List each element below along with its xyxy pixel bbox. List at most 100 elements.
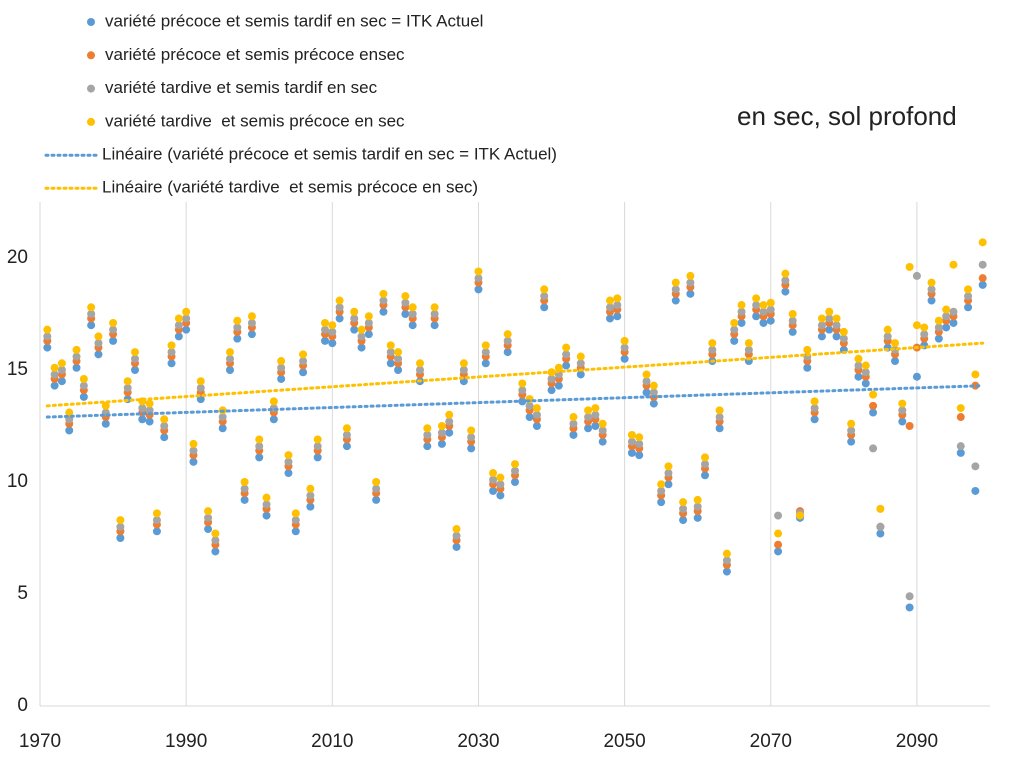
point bbox=[606, 296, 614, 305]
point bbox=[825, 325, 834, 334]
point bbox=[233, 316, 242, 325]
point bbox=[766, 298, 775, 307]
x-tick-label: 2030 bbox=[457, 731, 499, 752]
point bbox=[72, 352, 81, 361]
legend-label: variété précoce et semis précoce ensec bbox=[105, 45, 405, 64]
point bbox=[569, 430, 578, 439]
point bbox=[167, 341, 176, 350]
point bbox=[123, 383, 132, 392]
point bbox=[861, 361, 870, 370]
point bbox=[774, 529, 783, 538]
point bbox=[861, 368, 870, 377]
point bbox=[832, 332, 841, 341]
point bbox=[386, 341, 395, 350]
point bbox=[693, 502, 702, 511]
point bbox=[255, 435, 264, 444]
point bbox=[722, 556, 731, 565]
point bbox=[291, 527, 300, 536]
point bbox=[664, 469, 673, 478]
point bbox=[869, 408, 878, 417]
point bbox=[452, 531, 461, 540]
point bbox=[240, 478, 249, 486]
point bbox=[620, 336, 629, 345]
legend-marker bbox=[87, 18, 95, 26]
point bbox=[511, 478, 519, 486]
point bbox=[372, 478, 381, 486]
point bbox=[554, 381, 563, 390]
point bbox=[379, 289, 388, 298]
x-tick-label: 2050 bbox=[603, 731, 645, 752]
point bbox=[744, 339, 753, 348]
point bbox=[342, 424, 351, 433]
point bbox=[313, 435, 322, 444]
point bbox=[445, 428, 454, 437]
point bbox=[328, 327, 337, 336]
point bbox=[262, 511, 271, 520]
point bbox=[715, 413, 724, 422]
point bbox=[956, 413, 965, 422]
point bbox=[394, 354, 403, 363]
point bbox=[364, 312, 373, 321]
point bbox=[72, 363, 81, 372]
point bbox=[79, 392, 88, 401]
point bbox=[43, 332, 52, 341]
point bbox=[335, 296, 344, 305]
point bbox=[306, 502, 315, 511]
point bbox=[518, 379, 527, 388]
point bbox=[284, 457, 293, 466]
point bbox=[876, 504, 885, 513]
point bbox=[364, 318, 373, 327]
point bbox=[781, 287, 790, 296]
point bbox=[964, 285, 973, 294]
point bbox=[152, 527, 161, 536]
point bbox=[635, 439, 644, 448]
point bbox=[313, 453, 322, 462]
point bbox=[459, 359, 468, 368]
point bbox=[752, 312, 761, 321]
point bbox=[167, 359, 176, 368]
point bbox=[591, 410, 600, 419]
point bbox=[218, 413, 227, 422]
x-tick-label: 2070 bbox=[750, 731, 792, 752]
point bbox=[357, 343, 366, 352]
point bbox=[503, 348, 512, 357]
point bbox=[949, 260, 958, 269]
point bbox=[635, 451, 644, 460]
x-tick-label: 1970 bbox=[19, 731, 61, 752]
point bbox=[182, 314, 191, 323]
point bbox=[474, 285, 483, 294]
point bbox=[474, 267, 483, 276]
point bbox=[642, 370, 651, 379]
point bbox=[394, 366, 403, 374]
point bbox=[335, 314, 344, 323]
point bbox=[883, 332, 892, 341]
point bbox=[920, 323, 929, 332]
point bbox=[196, 377, 205, 386]
point bbox=[839, 327, 848, 336]
point bbox=[511, 460, 519, 469]
point bbox=[766, 305, 775, 314]
point bbox=[503, 336, 512, 345]
annotation: en sec, sol profond bbox=[737, 101, 957, 131]
point bbox=[971, 370, 980, 379]
point bbox=[532, 422, 541, 430]
point bbox=[978, 274, 987, 283]
point bbox=[437, 428, 446, 437]
point bbox=[204, 513, 213, 522]
point bbox=[299, 368, 308, 377]
point bbox=[174, 332, 183, 341]
point bbox=[781, 269, 790, 278]
point bbox=[379, 307, 388, 316]
point bbox=[145, 399, 154, 408]
point bbox=[584, 413, 593, 422]
point bbox=[949, 307, 958, 316]
point bbox=[145, 417, 154, 426]
point bbox=[430, 310, 439, 318]
legend-label: Linéaire (variété tardive et semis préco… bbox=[102, 178, 478, 197]
point bbox=[898, 399, 907, 408]
point bbox=[613, 312, 622, 321]
point bbox=[174, 321, 183, 330]
point bbox=[247, 318, 256, 327]
point bbox=[101, 419, 110, 428]
point bbox=[744, 345, 753, 354]
